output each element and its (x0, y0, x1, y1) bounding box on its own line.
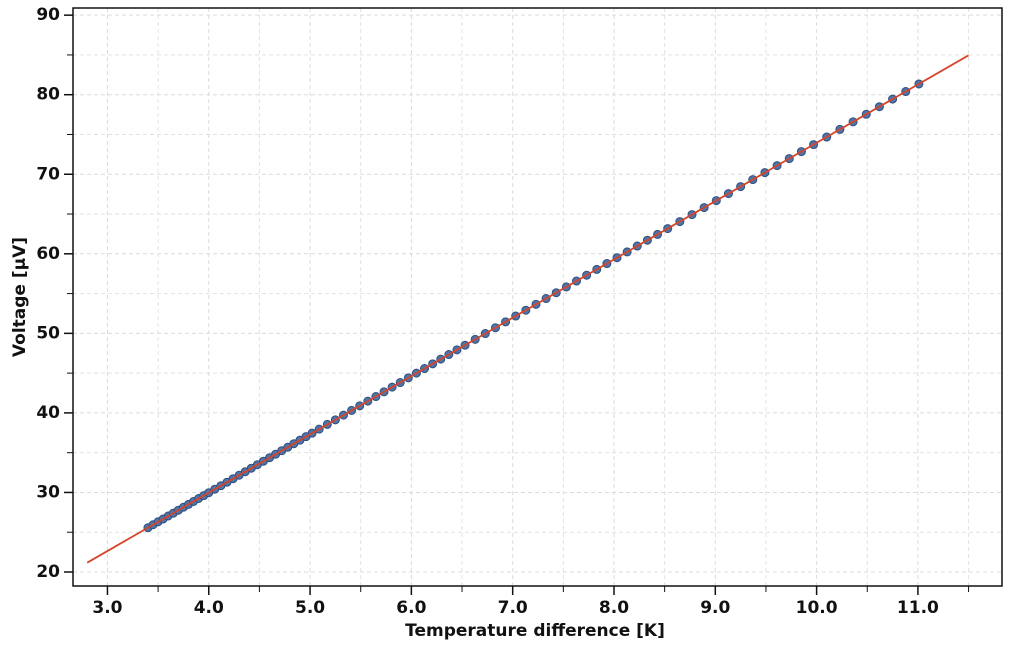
x-tick-label: 4.0 (194, 598, 224, 618)
y-tick-label: 70 (36, 164, 60, 184)
x-tick-label: 9.0 (700, 598, 730, 618)
y-tick-label: 50 (36, 323, 60, 343)
x-tick-label: 8.0 (599, 598, 629, 618)
x-tick-label: 3.0 (92, 598, 122, 618)
y-tick-label: 20 (36, 562, 60, 582)
y-tick-label: 40 (36, 403, 60, 423)
y-tick-label: 80 (36, 85, 60, 105)
x-tick-label: 7.0 (498, 598, 528, 618)
x-tick-label: 10.0 (796, 598, 838, 618)
x-tick-label: 11.0 (897, 598, 939, 618)
y-tick-label: 30 (36, 482, 60, 502)
y-axis-label: Voltage [µV] (10, 237, 30, 357)
x-tick-label: 5.0 (295, 598, 325, 618)
x-axis-label: Temperature difference [K] (405, 621, 665, 641)
fit-line (86, 54, 970, 564)
y-tick-label: 60 (36, 244, 60, 264)
y-tick-label: 90 (36, 5, 60, 25)
plot-frame (72, 7, 1003, 587)
x-tick-label: 6.0 (396, 598, 426, 618)
